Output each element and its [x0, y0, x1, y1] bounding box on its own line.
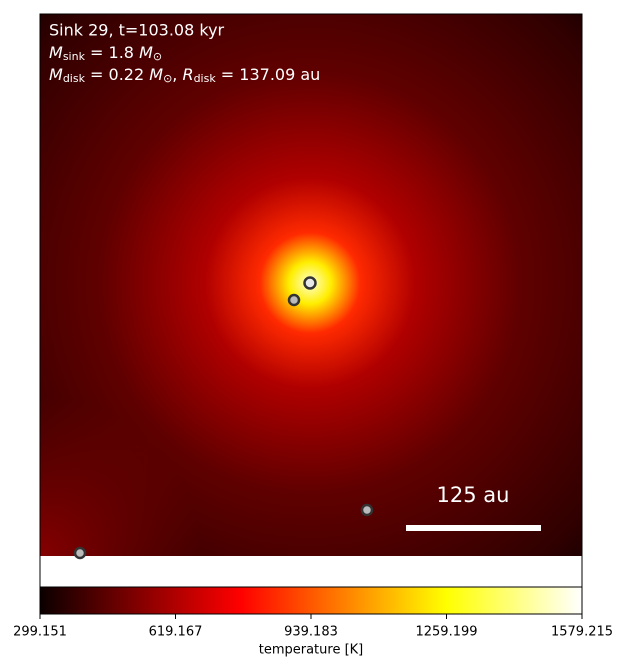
scale-bar-label: 125 au — [437, 483, 510, 507]
annotation-part: = 1.8 — [85, 43, 139, 62]
annotation-part: disk — [63, 72, 86, 85]
colorbar-tick-label: 939.183 — [284, 625, 338, 640]
annotation-part: M — [149, 65, 163, 84]
colorbar — [39, 586, 583, 615]
colorbar-tick-label: 1579.215 — [551, 625, 613, 640]
annotation-part: ⊙ — [153, 50, 162, 63]
annotation-part: M — [139, 43, 153, 62]
sink — [360, 503, 374, 517]
colorbar-tick-label: 619.167 — [149, 625, 203, 640]
sink — [303, 276, 317, 290]
annotation-part: disk — [194, 72, 217, 85]
colorbar-tick-label: 299.151 — [13, 625, 67, 640]
annotation-part: = 137.09 au — [216, 65, 321, 84]
annotation-part: M — [49, 43, 63, 62]
sinks — [73, 276, 374, 560]
annotation: Msink = 1.8 M⊙ — [49, 43, 162, 64]
annotation-part: = 0.22 — [85, 65, 149, 84]
annotation: Sink 29, t=103.08 kyr — [49, 21, 225, 40]
colorbar-label: temperature [K] — [259, 643, 364, 658]
scale-bar — [406, 525, 541, 531]
annotation-part: M — [49, 65, 63, 84]
colorbar-tick-label: 1259.199 — [415, 625, 477, 640]
blank-strip — [40, 556, 582, 587]
sink — [287, 293, 301, 307]
annotation-part: ⊙ — [163, 72, 172, 85]
annotation: Mdisk = 0.22 M⊙, Rdisk = 137.09 au — [49, 65, 320, 86]
annotation-part: R — [182, 65, 193, 84]
sink — [73, 546, 87, 560]
annotation-part: , — [172, 65, 182, 84]
annotation-part: sink — [63, 50, 86, 63]
